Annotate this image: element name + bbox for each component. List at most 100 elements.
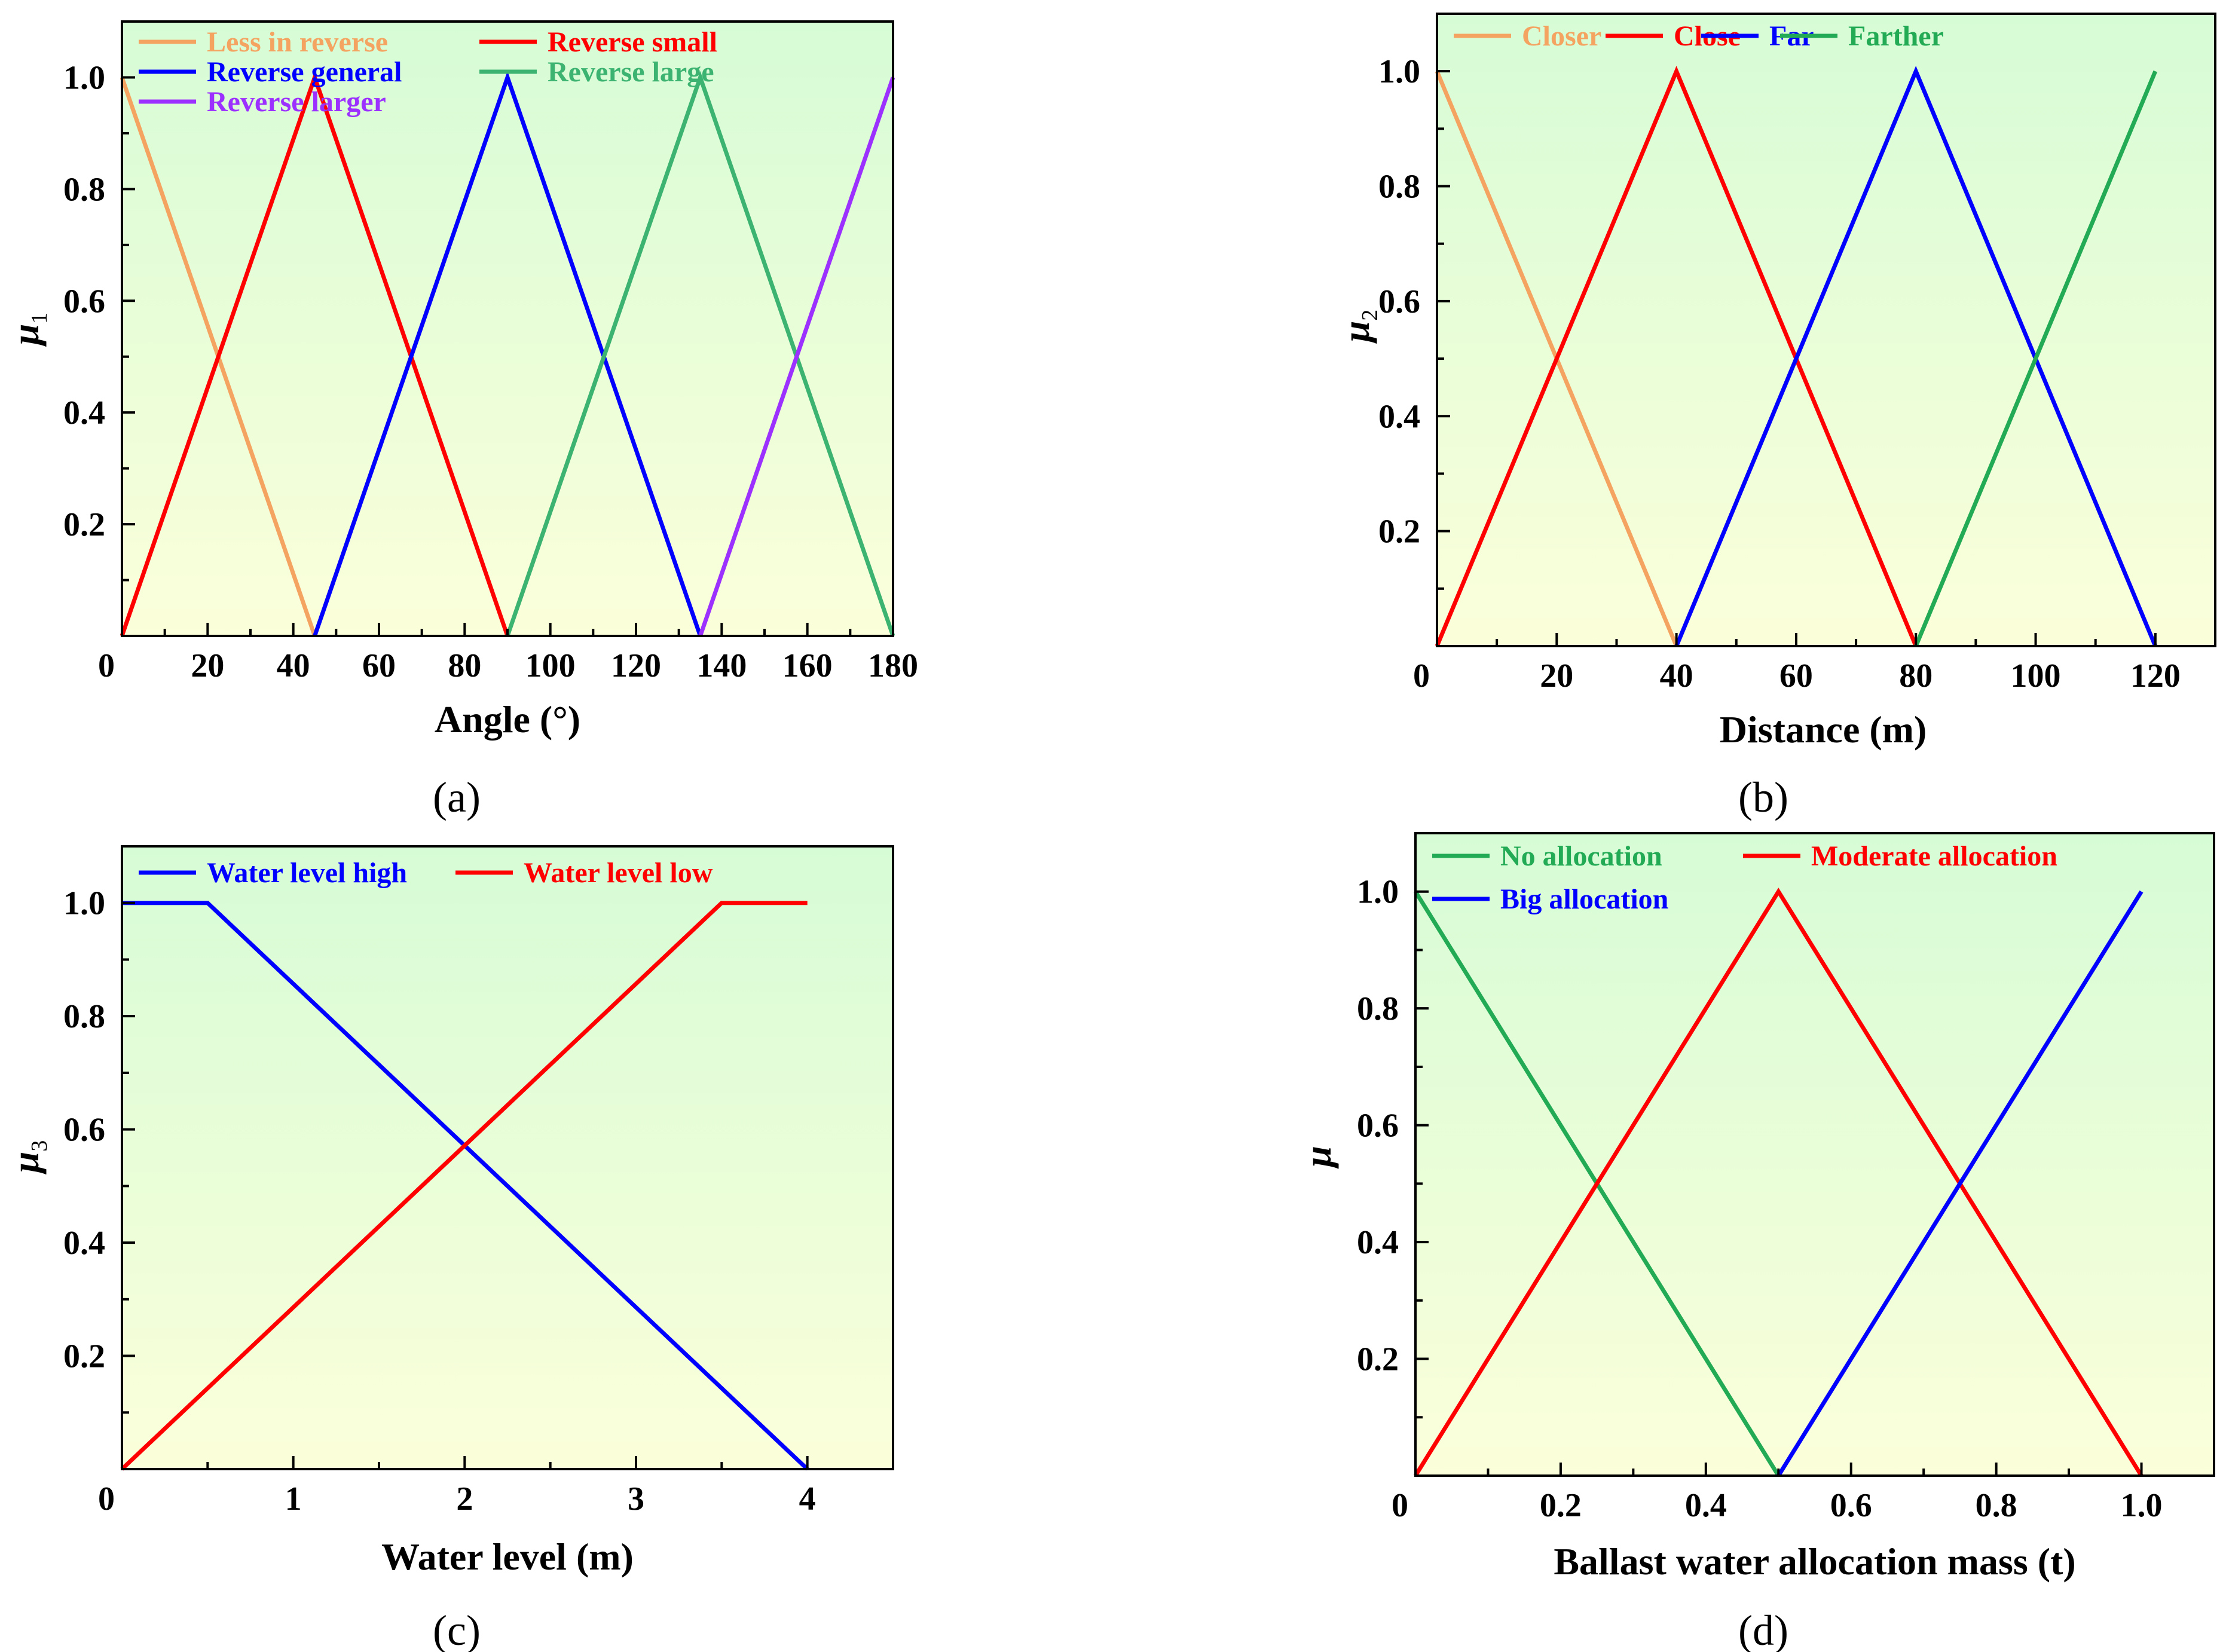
legend-label: Water level high (207, 857, 407, 889)
legend-label: Big allocation (1500, 883, 1668, 915)
y-tick-label: 0.2 (63, 1338, 105, 1375)
chart-panel-a: 0 20 40 60 80 100 120 140 160 180 0.2 0.4 0.6 0.8 1.0… (4, 20, 918, 821)
legend-label: Reverse large (548, 56, 714, 88)
series-line (698, 77, 895, 637)
x-axis-title: Ballast water allocation mass (t) (1554, 1540, 2075, 1583)
y-tick-label: 1.0 (63, 59, 105, 96)
y-tick-label: 0.4 (1357, 1224, 1399, 1261)
y-axis-symbol: μ (4, 324, 47, 347)
series-line (120, 71, 510, 637)
x-tick-label: 120 (611, 647, 661, 684)
y-tick-label: 0.6 (1357, 1108, 1399, 1145)
legend-label: Closer (1522, 20, 1601, 52)
x-tick-label: 0 (1413, 657, 1430, 695)
y-tick-label: 0.2 (1357, 1341, 1399, 1378)
series-line (122, 901, 809, 1471)
chart-panel-b: 0 20 40 60 80 100 120 0.2 0.4 0.6 0.8 1.0 Closer Cl… (1335, 13, 2216, 821)
x-tick-label: 60 (1779, 657, 1813, 695)
x-tick-label: 0.2 (1540, 1487, 1582, 1524)
x-tick-labels: 0 20 40 60 80 100 120 (1413, 657, 2181, 695)
x-tick-label: 80 (1899, 657, 1933, 695)
x-tick-label: 100 (525, 647, 576, 684)
x-tick-label: 0 (1392, 1487, 1408, 1524)
y-tick-label: 1.0 (1378, 53, 1420, 90)
y-axis-title: μ2 (1335, 310, 1383, 344)
y-tick-labels: 0.2 0.4 0.6 0.8 1.0 (63, 885, 105, 1375)
y-tick-labels: 0.2 0.4 0.6 0.8 1.0 (1378, 53, 1420, 550)
x-tick-label: 160 (782, 647, 833, 684)
series-line (505, 71, 895, 637)
x-tick-label: 0.8 (1976, 1487, 2017, 1524)
plot-area (122, 22, 893, 636)
x-tick-labels: 0 0.2 0.4 0.6 0.8 1.0 (1392, 1487, 2163, 1524)
series-line (1435, 66, 1918, 647)
panel-label: (d) (1738, 1607, 1788, 1652)
x-axis-title: Water level (m) (381, 1535, 634, 1578)
legend-label: Farther (1848, 20, 1944, 52)
y-tick-label: 0.4 (63, 1225, 105, 1262)
x-tick-label: 0.6 (1830, 1487, 1872, 1524)
x-axis-title: Distance (m) (1720, 708, 1927, 751)
y-tick-label: 0.6 (63, 283, 105, 320)
series-layer (120, 901, 809, 1471)
ticks-layer (1414, 890, 2215, 1476)
plot-area (122, 846, 893, 1469)
x-tick-label: 0 (98, 647, 115, 684)
legend: Closer Close Far Farther (1454, 20, 1944, 52)
y-axis-title: μ1 (4, 313, 52, 347)
x-tick-label: 40 (1660, 657, 1693, 695)
y-axis-subscript: 2 (1357, 310, 1383, 321)
y-tick-label: 0.4 (1378, 398, 1420, 435)
series-line (1913, 70, 2158, 647)
x-tick-label: 0.4 (1685, 1487, 1727, 1524)
y-tick-label: 0.6 (63, 1112, 105, 1149)
y-tick-label: 0.8 (63, 998, 105, 1035)
x-tick-label: 80 (448, 647, 481, 684)
legend: Less in reverse Reverse small Reverse gene… (139, 26, 717, 118)
x-tick-label: 20 (1540, 657, 1573, 695)
x-tick-label: 1.0 (2121, 1487, 2163, 1524)
legend-label: Reverse general (207, 56, 402, 88)
x-tick-label: 140 (696, 647, 747, 684)
legend-label: Reverse small (548, 26, 717, 58)
ticks-layer (121, 76, 894, 636)
plot-area (1437, 14, 2215, 646)
legend: Water level high Water level low (139, 857, 713, 889)
x-tick-label: 180 (868, 647, 918, 684)
legend-label: Moderate allocation (1811, 840, 2057, 872)
y-tick-label: 0.8 (1378, 169, 1420, 206)
x-tick-label: 0 (98, 1480, 115, 1518)
y-axis-subscript: 3 (27, 1140, 52, 1152)
legend-label: Reverse larger (207, 86, 386, 118)
series-line (313, 71, 702, 637)
ticks-layer (121, 901, 894, 1469)
y-tick-label: 0.8 (63, 171, 105, 208)
x-tick-labels: 0 1 2 3 4 (98, 1480, 816, 1518)
legend-label: No allocation (1500, 840, 1662, 872)
y-tick-label: 0.2 (1378, 513, 1420, 550)
series-line (120, 901, 808, 1471)
y-axis-subscript: 1 (27, 313, 52, 324)
series-line (1674, 66, 2158, 647)
plot-frame (1414, 832, 2215, 1477)
plot-frame (1436, 13, 2216, 647)
panel-label: (c) (433, 1607, 481, 1652)
x-axis-title: Angle (°) (435, 698, 580, 741)
y-tick-label: 0.2 (63, 506, 105, 543)
y-tick-labels: 0.2 0.4 0.6 0.8 1.0 (1357, 874, 1399, 1378)
y-tick-label: 0.4 (63, 394, 105, 432)
y-tick-label: 1.0 (63, 885, 105, 922)
y-tick-label: 1.0 (1357, 874, 1399, 911)
x-tick-label: 60 (362, 647, 396, 684)
plot-frame (121, 845, 894, 1470)
y-axis-symbol: μ (1335, 321, 1377, 344)
chart-panel-d: 0 0.2 0.4 0.6 0.8 1.0 0.2 0.4 0.6 0.8 1.0 No allo… (1297, 832, 2215, 1652)
ticks-layer (1436, 70, 2216, 646)
legend-label: Water level low (524, 857, 713, 889)
legend-label: Less in reverse (207, 26, 388, 58)
series-layer (1414, 888, 2144, 1477)
legend: No allocation Moderate allocation Big allo… (1432, 840, 2057, 915)
y-tick-label: 0.6 (1378, 283, 1420, 320)
